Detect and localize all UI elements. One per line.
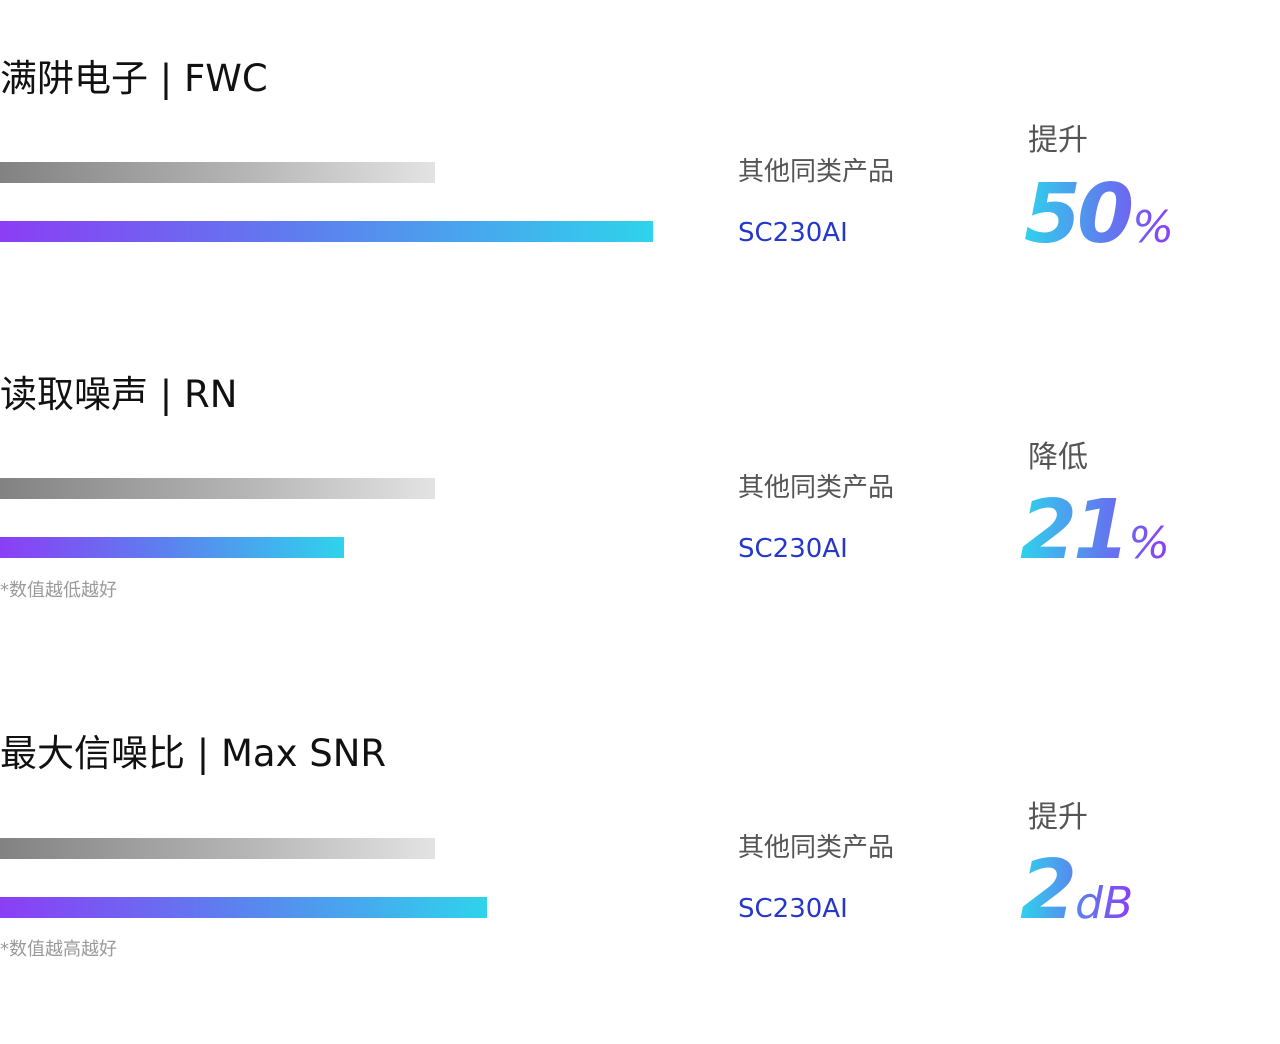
change-direction-label: 提升	[1028, 800, 1088, 835]
footnote: *数值越高越好	[0, 939, 117, 960]
bar-other-products	[0, 838, 435, 859]
legend-other-products: 其他同类产品	[738, 833, 895, 863]
change-number: 2	[1020, 843, 1074, 938]
metric-title: 满阱电子 | FWC	[0, 57, 268, 100]
metric-title: 读取噪声 | RN	[0, 373, 238, 416]
legend-other-products: 其他同类产品	[738, 473, 895, 503]
change-direction-label: 提升	[1028, 123, 1088, 158]
bar-sc230ai	[0, 897, 487, 918]
legend-sc230ai: SC230AI	[738, 534, 848, 564]
footnote: *数值越低越好	[0, 580, 117, 601]
change-unit: dB	[1075, 878, 1134, 929]
legend-sc230ai: SC230AI	[738, 218, 848, 248]
legend-sc230ai: SC230AI	[738, 894, 848, 924]
snr-section: 最大信噪比 | Max SNR *数值越高越好 其他同类产品 SC230AI 提…	[0, 0, 1280, 959]
change-unit: %	[1128, 518, 1170, 569]
rn-section: 读取噪声 | RN *数值越低越好 其他同类产品 SC230AI 降低 21%	[0, 0, 1280, 600]
metric-title: 最大信噪比 | Max SNR	[0, 732, 387, 775]
bar-other-products	[0, 478, 435, 499]
change-value: 2dB	[1020, 850, 1133, 932]
change-number: 21	[1020, 483, 1127, 578]
legend-other-products: 其他同类产品	[738, 157, 895, 187]
change-direction-label: 降低	[1028, 440, 1088, 475]
bar-sc230ai	[0, 221, 653, 242]
bar-sc230ai	[0, 537, 344, 558]
fwc-section: 满阱电子 | FWC 其他同类产品 SC230AI 提升 50%	[0, 0, 1280, 300]
bar-other-products	[0, 162, 435, 183]
change-value: 21%	[1020, 490, 1170, 572]
